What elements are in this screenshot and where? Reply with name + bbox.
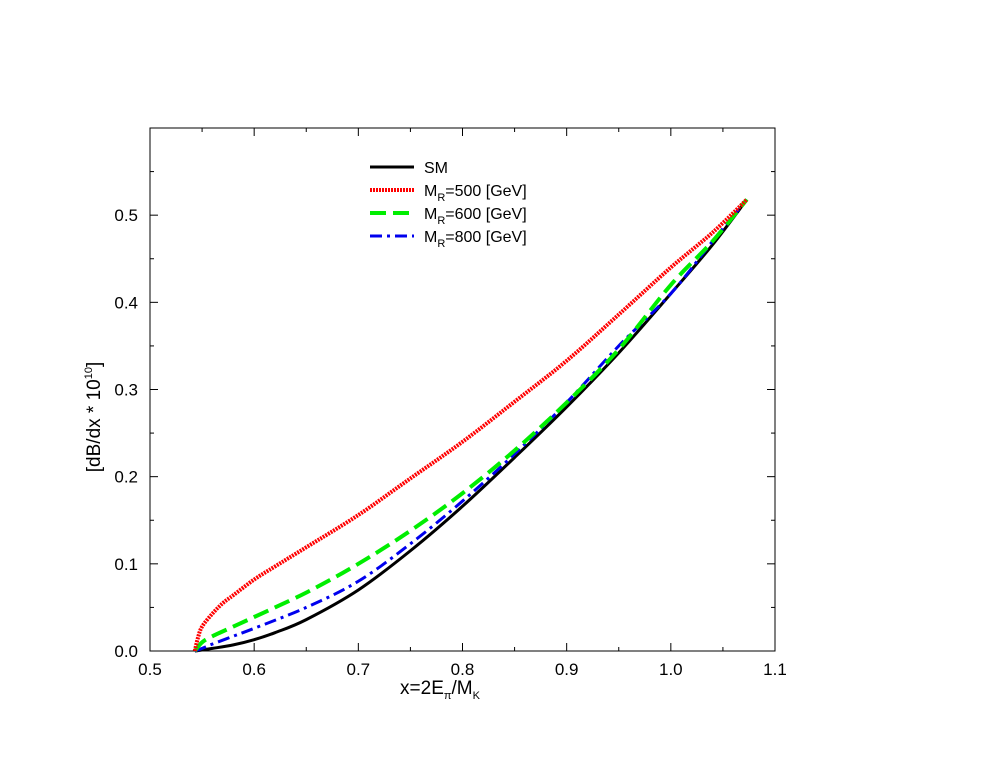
y-axis-title: [dB/dx * 1010] (83, 362, 105, 472)
series-mr-500-legend-label: MR=500 [GeV] (424, 183, 527, 204)
series-mr-600-legend-label: MR=600 [GeV] (424, 206, 527, 227)
series-mr-800-legend-label: MR=800 [GeV] (424, 229, 527, 250)
series-sm-legend-label: SM (424, 160, 448, 177)
y-tick-label: 0.0 (114, 642, 138, 661)
y-tick-label: 0.2 (114, 468, 138, 487)
axis-ticks (149, 127, 776, 652)
x-tick-label: 0.7 (347, 660, 371, 679)
y-tick-label: 0.5 (114, 206, 138, 225)
series-sm-line (194, 198, 749, 653)
series-mr-600-line (193, 198, 749, 653)
x-tick-label: 0.9 (555, 660, 579, 679)
legend: SM MR=500 [GeV]MR=600 [GeV]MR=800 [GeV] (370, 160, 527, 250)
x-tick-label: 0.6 (242, 660, 266, 679)
x-axis-title: x=2Eπ/MK (400, 678, 481, 702)
axis-tick-labels: 0.5 0.6 0.7 0.8 0.9 1.0 1.1 0.0 0.1 0.2 0.3 0.4 0.5 (114, 206, 786, 679)
y-tick-label: 0.4 (114, 293, 138, 312)
series-lines (192, 198, 749, 653)
x-tick-label: 0.5 (138, 660, 162, 679)
x-tick-label: 1.0 (659, 660, 683, 679)
x-tick-label: 1.1 (763, 660, 787, 679)
series-mr-800-line (194, 198, 749, 653)
series-mr-500-line (192, 198, 749, 652)
y-tick-label: 0.1 (114, 555, 138, 574)
y-tick-label: 0.3 (114, 381, 138, 400)
x-tick-label: 0.8 (451, 660, 475, 679)
